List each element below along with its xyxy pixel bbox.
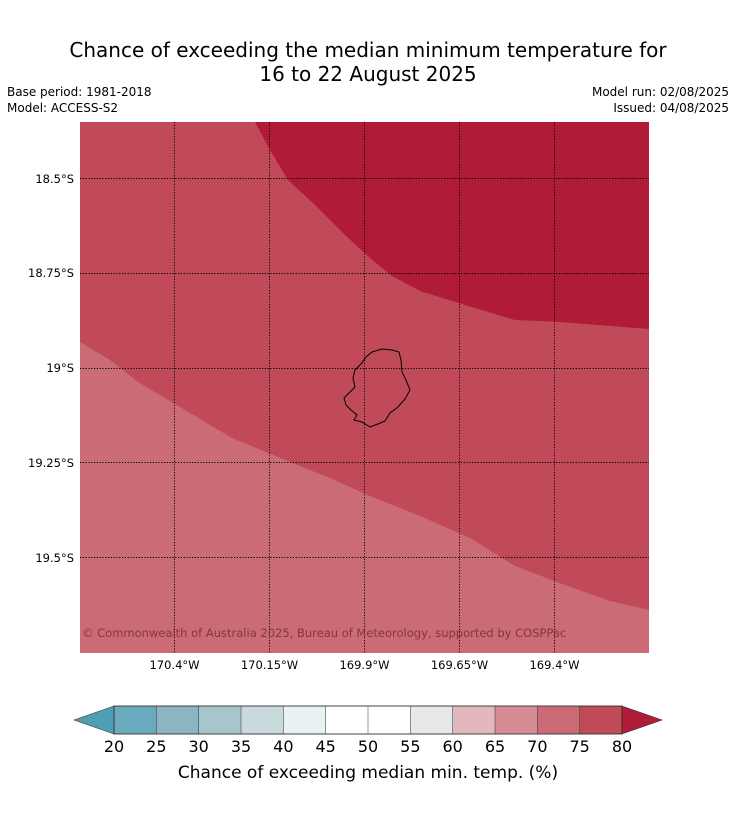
copyright-notice: © Commonwealth of Australia 2025, Bureau… [82, 626, 566, 640]
colorbar-title: Chance of exceeding median min. temp. (%… [178, 763, 558, 783]
colorbar-tick-label: 35 [231, 737, 251, 756]
colorbar-tick-label: 45 [315, 737, 335, 756]
chart-title: Chance of exceeding the median minimum t… [0, 38, 736, 86]
model-label: Model: ACCESS-S2 [7, 101, 119, 115]
colorbar-tick-label: 55 [400, 737, 420, 756]
lat-label-18-5s: 18.5°S [35, 172, 74, 186]
lat-label-19-25s: 19.25°S [28, 456, 74, 470]
colorbar-swatch [240, 705, 284, 735]
colorbar-frame [113, 705, 623, 735]
colorbar-swatch [410, 705, 454, 735]
colorbar: 20 25 30 35 40 45 50 55 60 65 70 75 80 Chance of exc… [73, 705, 663, 783]
colorbar-under-arrow [73, 705, 115, 735]
colorbar-tick-label: 60 [442, 737, 462, 756]
latitude-labels: 18.5°S 18.75°S 19°S 19.25°S 19.5°S [28, 172, 74, 565]
lon-label-170-4w: 170.4°W [149, 658, 199, 672]
colorbar-tick-label: 75 [569, 737, 589, 756]
colorbar-swatch [537, 705, 581, 735]
meta-left: Base period: 1981-2018 Model: ACCESS-S2 [7, 84, 152, 116]
meta-right: Model run: 02/08/2025 Issued: 04/08/2025 [592, 84, 729, 116]
lat-label-19s: 19°S [46, 361, 74, 375]
lon-label-169-65w: 169.65°W [431, 658, 488, 672]
colorbar-tick-label: 40 [273, 737, 293, 756]
base-period-label: Base period: 1981-2018 [7, 85, 152, 99]
colorbar-swatch [494, 705, 538, 735]
lon-label-169-9w: 169.9°W [339, 658, 389, 672]
colorbar-tick-label: 80 [612, 737, 632, 756]
colorbar-tick-label: 20 [104, 737, 124, 756]
colorbar-swatch [113, 705, 157, 735]
colorbar-swatch [325, 705, 369, 735]
island-outline [343, 348, 411, 428]
issued-label: Issued: 04/08/2025 [613, 101, 729, 115]
colorbar-over-arrow [621, 705, 663, 735]
probability-zone-80-plus [255, 122, 649, 329]
colorbar-tick-label: 30 [188, 737, 208, 756]
colorbar-swatch [579, 705, 623, 735]
colorbar-swatches [113, 705, 623, 735]
title-line-1: Chance of exceeding the median minimum t… [69, 38, 667, 62]
colorbar-swatch [367, 705, 411, 735]
colorbar-tick-label: 70 [527, 737, 547, 756]
title-line-2: 16 to 22 August 2025 [259, 62, 477, 86]
map-panel: © Commonwealth of Australia 2025, Bureau… [28, 122, 649, 672]
colorbar-swatch [198, 705, 242, 735]
colorbar-swatch [156, 705, 200, 735]
colorbar-swatch [283, 705, 327, 735]
colorbar-tick-labels: 20 25 30 35 40 45 50 55 60 65 70 75 80 [104, 737, 632, 756]
lat-label-19-5s: 19.5°S [35, 551, 74, 565]
colorbar-tick-label: 25 [146, 737, 166, 756]
longitude-labels: 170.4°W 170.15°W 169.9°W 169.65°W 169.4°… [149, 658, 579, 672]
lat-label-18-75s: 18.75°S [28, 266, 74, 280]
colorbar-swatch [452, 705, 496, 735]
colorbar-tick-label: 50 [358, 737, 378, 756]
lon-label-169-4w: 169.4°W [529, 658, 579, 672]
colorbar-tick-label: 65 [485, 737, 505, 756]
model-run-label: Model run: 02/08/2025 [591, 85, 729, 99]
lon-label-170-15w: 170.15°W [241, 658, 298, 672]
graticule [80, 122, 649, 653]
